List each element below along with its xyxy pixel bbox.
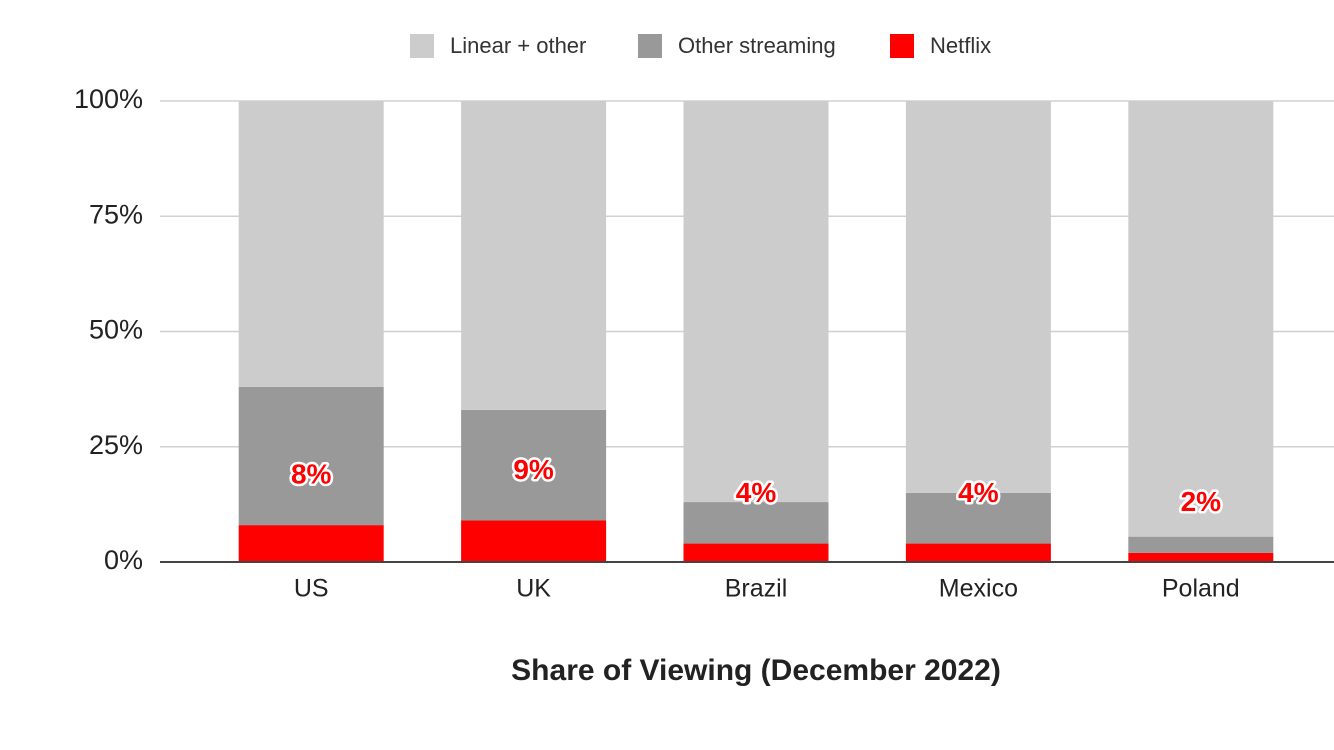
bar-segment xyxy=(238,101,384,387)
y-tick-label: 0% xyxy=(104,545,143,575)
bar-segment xyxy=(905,543,1051,562)
value-label: 8% xyxy=(291,459,332,490)
x-tick-label: Mexico xyxy=(939,575,1018,603)
bar-segment xyxy=(461,101,607,410)
bar-segment xyxy=(461,409,607,521)
bar-segment xyxy=(461,520,607,562)
legend-label: Linear + other xyxy=(450,33,586,58)
x-tick-label: US xyxy=(294,575,329,603)
bar-segment xyxy=(683,543,829,562)
bar-segment xyxy=(1128,101,1274,537)
bar-segment xyxy=(905,492,1051,544)
value-label: 4% xyxy=(958,477,999,508)
value-label: 2% xyxy=(1181,486,1222,517)
y-tick-label: 75% xyxy=(89,199,143,229)
y-tick-label: 50% xyxy=(89,315,143,345)
legend-label: Other streaming xyxy=(678,33,836,58)
value-label: 9% xyxy=(513,454,554,485)
bar-segment xyxy=(1128,552,1274,562)
value-label: 4% xyxy=(736,477,777,508)
bar-segment xyxy=(683,502,829,544)
bar-segment xyxy=(1128,536,1274,553)
bar-segment xyxy=(238,525,384,562)
legend-swatch xyxy=(890,34,914,58)
bar-segment xyxy=(238,386,384,526)
x-tick-label: Brazil xyxy=(725,575,788,603)
x-tick-label: UK xyxy=(516,575,551,603)
bar-segment xyxy=(683,101,829,503)
y-tick-label: 25% xyxy=(89,430,143,460)
x-tick-label: Poland xyxy=(1162,575,1240,603)
x-axis-title: Share of Viewing (December 2022) xyxy=(511,654,1001,687)
legend-label: Netflix xyxy=(930,33,991,58)
y-tick-label: 100% xyxy=(74,84,143,114)
legend-swatch xyxy=(638,34,662,58)
bar-segment xyxy=(905,101,1051,493)
legend-swatch xyxy=(410,34,434,58)
